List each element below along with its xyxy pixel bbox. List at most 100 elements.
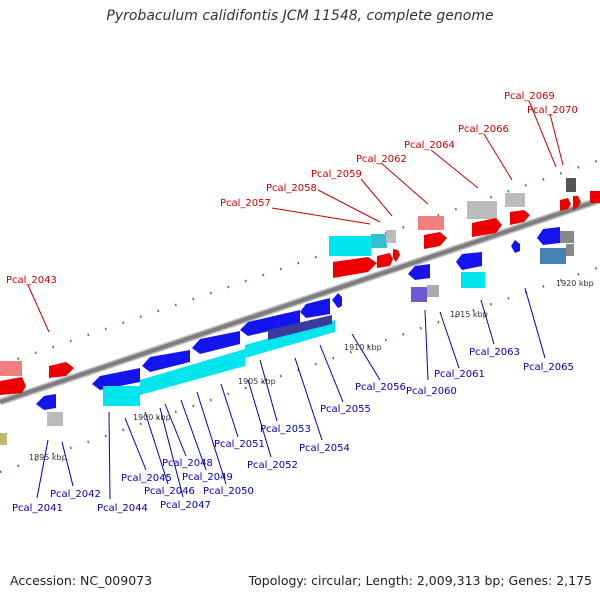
feature-cyan-row[interactable] — [103, 386, 140, 406]
gene-label-2057[interactable]: Pcal_2057 — [220, 198, 271, 209]
gene-label-2053[interactable]: Pcal_2053 — [260, 424, 311, 435]
gene-label-2063[interactable]: Pcal_2063 — [469, 347, 520, 358]
gene-label-2070[interactable]: Pcal_2070 — [527, 105, 578, 116]
feature-blue-2063[interactable] — [456, 252, 482, 270]
connector-2050 — [196, 391, 227, 485]
feature-red-2057b[interactable] — [333, 257, 377, 278]
connector-2047 — [159, 407, 184, 498]
gene-label-2042[interactable]: Pcal_2042 — [50, 489, 101, 500]
feature-cyan-row-3[interactable] — [245, 320, 335, 358]
connector-2066 — [483, 133, 513, 181]
connector-2043 — [27, 284, 50, 333]
gene-label-2049[interactable]: Pcal_2049 — [182, 472, 233, 483]
connector-2064 — [430, 149, 479, 189]
connector-2060 — [424, 309, 429, 381]
connector-2051 — [220, 383, 239, 438]
feature-red-2064[interactable] — [472, 218, 502, 237]
tick-label-1920: 1920 kbp — [556, 279, 594, 288]
feature-blue-row-d[interactable] — [240, 310, 300, 336]
feature-teal-2058[interactable] — [371, 234, 387, 248]
gene-label-2055[interactable]: Pcal_2055 — [320, 404, 371, 415]
gene-label-2061[interactable]: Pcal_2061 — [434, 369, 485, 380]
feature-blue-2041[interactable] — [36, 394, 56, 410]
feature-red-left[interactable] — [0, 377, 26, 395]
gene-label-2045[interactable]: Pcal_2045 — [121, 473, 172, 484]
gene-label-2069[interactable]: Pcal_2069 — [504, 91, 555, 102]
feature-purple-2053[interactable] — [268, 315, 332, 340]
gene-label-2064[interactable]: Pcal_2064 — [404, 140, 455, 151]
gene-label-2058[interactable]: Pcal_2058 — [266, 183, 317, 194]
gene-label-2060[interactable]: Pcal_2060 — [406, 386, 457, 397]
feature-grey-2065[interactable] — [560, 231, 574, 243]
feature-red-2043[interactable] — [49, 362, 74, 378]
connector-2070 — [549, 113, 564, 166]
upper-gene-labels: Pcal_2043 Pcal_2057 Pcal_2058 Pcal_2059 … — [6, 91, 578, 286]
connector-2053 — [259, 359, 278, 422]
feature-blue-2065[interactable] — [537, 227, 560, 245]
feature-grey-2061[interactable] — [427, 285, 439, 297]
connectors-lower — [36, 287, 546, 500]
feature-olive-left[interactable] — [0, 433, 7, 445]
gene-label-2047[interactable]: Pcal_2047 — [160, 500, 211, 511]
tick-label-1915: 1915 kbp — [450, 310, 488, 319]
connector-2049 — [180, 399, 207, 471]
feature-red-2070[interactable] — [573, 196, 581, 210]
feature-grey-2059[interactable] — [386, 230, 396, 243]
tick-label-1910: 1910 kbp — [344, 343, 382, 352]
feature-steel-2065[interactable] — [540, 248, 566, 264]
connector-2046 — [144, 411, 169, 485]
gene-label-2054[interactable]: Pcal_2054 — [299, 443, 350, 454]
feature-red-2069[interactable] — [560, 198, 571, 211]
gene-label-2062[interactable]: Pcal_2062 — [356, 154, 407, 165]
gene-label-2050[interactable]: Pcal_2050 — [203, 486, 254, 497]
feature-blue-2056[interactable] — [332, 293, 342, 308]
feature-red-right[interactable] — [590, 191, 600, 203]
connector-2059 — [360, 178, 393, 217]
gene-label-2066[interactable]: Pcal_2066 — [458, 124, 509, 135]
connector-2056 — [351, 333, 381, 381]
feature-pink-2062[interactable] — [418, 216, 444, 230]
connector-2044 — [108, 411, 111, 500]
gene-label-2051[interactable]: Pcal_2051 — [214, 439, 265, 450]
feature-red-2058b[interactable] — [377, 253, 393, 268]
feature-red-2059b[interactable] — [393, 249, 400, 262]
feature-purple-2060[interactable] — [411, 287, 427, 302]
feature-track-upper — [0, 178, 600, 395]
feature-cyan-row-2[interactable] — [140, 349, 245, 395]
gene-label-2052[interactable]: Pcal_2052 — [247, 460, 298, 471]
feature-pink-left[interactable] — [0, 361, 22, 376]
feature-grey-2042[interactable] — [47, 412, 63, 426]
feature-blue-2063b[interactable] — [511, 240, 520, 253]
connector-2052 — [247, 379, 272, 458]
connector-2057 — [271, 207, 371, 225]
accession-text: Accession: NC_009073 — [10, 573, 153, 588]
feature-blue-row-c[interactable] — [192, 331, 240, 354]
feature-red-2066[interactable] — [510, 210, 530, 225]
feature-red-2062[interactable] — [424, 232, 447, 249]
connector-2062 — [380, 162, 429, 205]
gene-label-2044[interactable]: Pcal_2044 — [97, 503, 148, 514]
connectors-upper — [27, 100, 564, 333]
feature-grey-2065b[interactable] — [566, 244, 574, 256]
gene-label-2065[interactable]: Pcal_2065 — [523, 362, 574, 373]
feature-blue-row-b[interactable] — [142, 350, 190, 372]
feature-grey-2064[interactable] — [467, 201, 497, 219]
connector-2041 — [36, 439, 49, 499]
gene-label-2043[interactable]: Pcal_2043 — [6, 275, 57, 286]
gene-label-2046[interactable]: Pcal_2046 — [144, 486, 195, 497]
gene-label-2056[interactable]: Pcal_2056 — [355, 382, 406, 393]
tick-label-1895: 1895 kbp — [29, 453, 67, 462]
lower-gene-labels: Pcal_2041 Pcal_2042 Pcal_2044 Pcal_2045 … — [12, 347, 574, 514]
gene-label-2059[interactable]: Pcal_2059 — [311, 169, 362, 180]
feature-track-lower — [0, 227, 574, 445]
gene-label-2048[interactable]: Pcal_2048 — [162, 458, 213, 469]
feature-blue-2060[interactable] — [408, 264, 430, 280]
feature-cyan-2063[interactable] — [461, 272, 485, 288]
feature-blue-row-a[interactable] — [92, 368, 140, 390]
gene-label-2041[interactable]: Pcal_2041 — [12, 503, 63, 514]
feature-grey-2066[interactable] — [505, 193, 525, 207]
feature-blue-row-e[interactable] — [300, 298, 330, 318]
feature-cyan-2057[interactable] — [329, 236, 371, 256]
feature-dark-2070[interactable] — [566, 178, 576, 192]
